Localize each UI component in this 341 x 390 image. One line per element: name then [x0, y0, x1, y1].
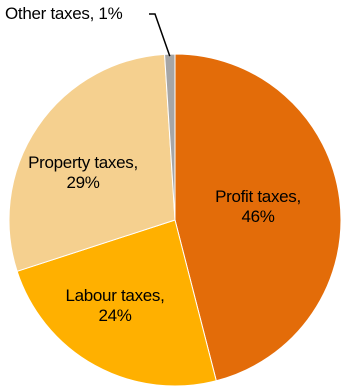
label-profit-taxes-value: 46%: [241, 207, 274, 226]
slice-profit-taxes: [174, 53, 341, 382]
leader-line-other-taxes: [149, 13, 171, 57]
label-property-taxes-value: 29%: [66, 173, 99, 192]
label-labour-taxes: Labour taxes, 24%: [65, 286, 164, 325]
label-profit-taxes: Profit taxes, 46%: [215, 187, 301, 226]
leader-lines: [149, 13, 171, 57]
slice-property-taxes: [8, 53, 176, 272]
slice-labour-taxes: [16, 219, 217, 387]
label-labour-taxes-value: 24%: [98, 306, 131, 325]
slice-labels: Profit taxes, 46% Labour taxes, 24% Property…: [5, 4, 301, 325]
label-profit-taxes-name: Profit taxes,: [215, 187, 301, 206]
label-other-taxes: Other taxes, 1%: [5, 4, 123, 23]
label-labour-taxes-name: Labour taxes,: [65, 286, 164, 305]
pie-slices: [8, 53, 341, 387]
label-property-taxes-name: Property taxes,: [28, 153, 138, 172]
label-property-taxes: Property taxes, 29%: [28, 153, 138, 192]
